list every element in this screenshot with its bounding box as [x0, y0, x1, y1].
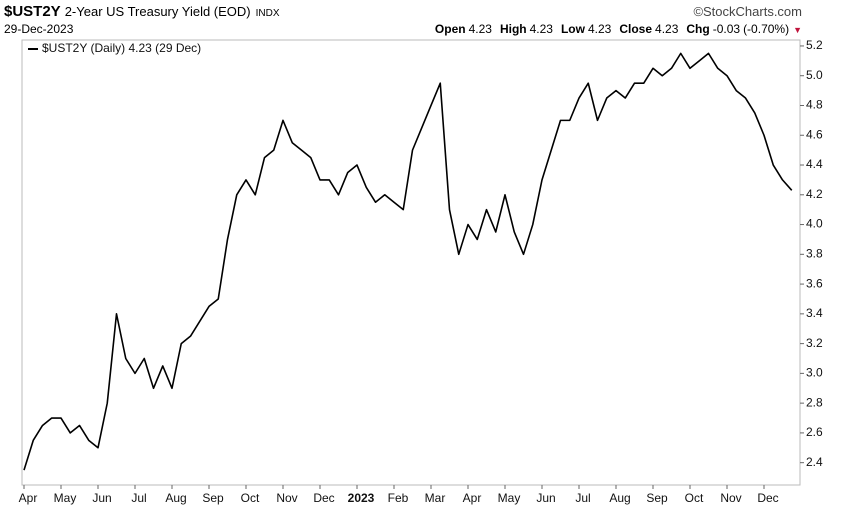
stat-name: High — [499, 22, 527, 36]
x-tick-label: Jun — [536, 491, 555, 505]
y-tick-label: 3.6 — [806, 276, 823, 290]
x-tick-label: Nov — [276, 491, 297, 505]
y-tick-label: 4.6 — [806, 127, 823, 141]
y-tick-label: 2.4 — [806, 455, 823, 469]
x-tick-label: Apr — [463, 491, 482, 505]
subheader: 29-Dec-2023 Open 4.23 High 4.23 Low 4.23 Close… — [4, 22, 802, 36]
x-tick-label: Dec — [313, 491, 334, 505]
x-tick-label: Sep — [202, 491, 224, 505]
x-tick-label: Oct — [685, 491, 704, 505]
date: 29-Dec-2023 — [4, 22, 74, 36]
credit: ©StockCharts.com — [693, 4, 802, 19]
x-tick-label: May — [54, 491, 77, 505]
x-tick-label: 2023 — [348, 491, 375, 505]
x-tick-label: May — [498, 491, 521, 505]
y-tick-label: 5.0 — [806, 68, 823, 82]
change-percent: (-0.70%) — [743, 22, 790, 36]
x-tick-label: Dec — [757, 491, 778, 505]
stats: Open 4.23 High 4.23 Low 4.23 Close 4.23 Chg -0.03 — [427, 22, 740, 36]
y-tick-label: 4.0 — [806, 217, 823, 231]
stat-name: Close — [619, 22, 653, 36]
symbol: $UST2Y — [4, 3, 61, 20]
y-tick-label: 3.2 — [806, 336, 823, 350]
stat-value: 4.23 — [468, 22, 492, 36]
stat-value: -0.03 — [712, 22, 741, 36]
y-tick-label: 4.2 — [806, 187, 823, 201]
x-tick-label: Nov — [720, 491, 741, 505]
x-tick-label: Mar — [425, 491, 446, 505]
x-tick-label: Apr — [19, 491, 38, 505]
y-tick-label: 3.4 — [806, 306, 823, 320]
y-tick-label: 3.8 — [806, 246, 823, 260]
line-series — [23, 52, 793, 471]
stat-value: 4.23 — [587, 22, 612, 36]
exchange: INDX — [255, 8, 280, 19]
stat-value: 4.23 — [529, 22, 553, 36]
y-tick-label: 4.8 — [806, 98, 823, 112]
x-tick-label: Sep — [646, 491, 668, 505]
header: $UST2Y 2-Year US Treasury Yield (EOD) IN… — [4, 3, 802, 20]
plot-frame — [21, 39, 801, 486]
stat-name: Open — [434, 22, 466, 36]
y-tick-label: 4.4 — [806, 157, 823, 171]
stat-name: Chg — [686, 22, 710, 36]
x-tick-label: Aug — [609, 491, 630, 505]
y-tick-label: 5.2 — [806, 38, 823, 52]
x-tick-label: Feb — [388, 491, 409, 505]
chart-title: 2-Year US Treasury Yield (EOD) — [64, 4, 251, 19]
stat-value: 4.23 — [655, 22, 679, 36]
down-arrow: ▼ — [793, 25, 802, 35]
x-tick-label: Jul — [575, 491, 590, 505]
y-tick-label: 2.8 — [806, 395, 823, 409]
x-tick-label: Oct — [241, 491, 260, 505]
y-tick-label: 2.6 — [806, 425, 823, 439]
legend-label: $UST2Y (Daily) 4.23 (29 Dec) — [42, 41, 201, 55]
x-tick-label: Aug — [165, 491, 186, 505]
stat-name: Low — [560, 22, 585, 36]
x-tick-label: Jun — [92, 491, 111, 505]
y-tick-label: 3.0 — [806, 366, 823, 380]
x-tick-label: Jul — [131, 491, 146, 505]
